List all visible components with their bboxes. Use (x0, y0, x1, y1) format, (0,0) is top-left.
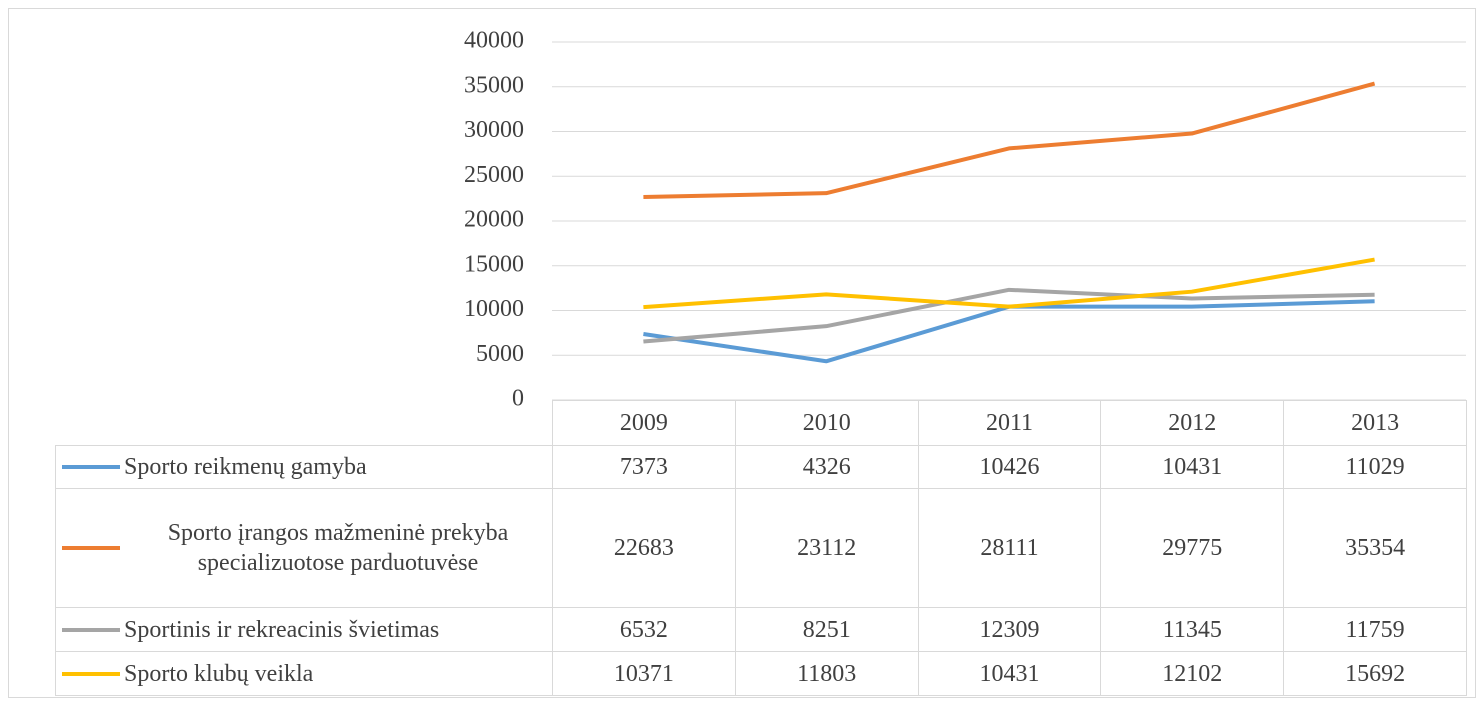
cell-text: 12102 (1162, 660, 1223, 687)
series-line (643, 257, 1375, 310)
cell-text: 2011 (985, 410, 1034, 436)
cell-text: 15692 (1345, 660, 1406, 687)
cell-text: 2013 (1351, 410, 1400, 436)
series-line (643, 287, 1375, 344)
value-cell: 11029 (1283, 445, 1467, 489)
cell-text: 6532 (619, 616, 668, 643)
y-tick-label: 0 (512, 386, 524, 412)
value-cell: 35354 (1283, 488, 1467, 608)
legend-label: Sporto klubų veikla (124, 660, 314, 687)
legend-cell: Sportinis ir rekreacinis švietimas (55, 607, 553, 652)
value-cell: 11759 (1283, 607, 1467, 652)
y-tick-label: 10000 (464, 296, 524, 322)
cell-text: 10431 (1162, 454, 1223, 480)
header-cell: 2012 (1100, 400, 1285, 446)
value-cell: 28111 (917, 488, 1102, 608)
value-cell: 12309 (917, 607, 1102, 652)
legend-label: Sportinis ir rekreacinis švietimas (124, 616, 440, 643)
header-cell: 2011 (917, 400, 1102, 446)
legend-cell: Sporto reikmenų gamyba (55, 445, 553, 489)
legend-key (62, 627, 120, 632)
y-tick-label: 40000 (464, 28, 524, 54)
legend-label: Sporto reikmenų gamyba (124, 454, 367, 480)
cell-text: 2009 (619, 410, 668, 436)
y-tick-label: 5000 (476, 341, 524, 367)
cell-text: 10371 (613, 660, 674, 687)
value-cell: 11803 (734, 651, 919, 696)
value-cell: 23112 (734, 488, 919, 608)
header-cell: 2013 (1283, 400, 1467, 446)
value-cell: 22683 (552, 488, 736, 608)
value-cell: 10371 (552, 651, 736, 696)
cell-text: 11759 (1345, 616, 1405, 643)
legend-key (62, 465, 120, 469)
cell-text: 12309 (979, 616, 1040, 643)
cell-text: 28111 (980, 535, 1039, 561)
header-cell: 2009 (552, 400, 736, 446)
legend-key (62, 546, 120, 550)
legend-key (62, 671, 120, 676)
value-cell: 11345 (1100, 607, 1285, 652)
y-tick-label: 30000 (464, 117, 524, 143)
cell-text: 11345 (1162, 616, 1222, 643)
header-cell: 2010 (734, 400, 919, 446)
cell-text: 2012 (1168, 410, 1217, 436)
value-cell: 12102 (1100, 651, 1285, 696)
cell-text: 11029 (1345, 454, 1405, 480)
cell-text: 11803 (797, 660, 857, 687)
value-cell: 10426 (917, 445, 1102, 489)
value-cell: 7373 (552, 445, 736, 489)
cell-text: 10426 (979, 454, 1040, 480)
value-cell: 15692 (1283, 651, 1467, 696)
legend-cell: Sporto įrangos mažmeninė prekyba special… (55, 488, 553, 608)
cell-text: 35354 (1345, 535, 1406, 561)
legend-cell: Sporto klubų veikla (55, 651, 553, 696)
series-line (643, 81, 1376, 199)
y-tick-label: 20000 (464, 207, 524, 233)
cell-text: 4326 (802, 454, 851, 480)
value-cell: 29775 (1100, 488, 1285, 608)
cell-text: 23112 (797, 535, 857, 561)
value-cell: 6532 (552, 607, 736, 652)
cell-text: 10431 (979, 660, 1040, 687)
value-cell: 4326 (734, 445, 919, 489)
legend-label: Sporto įrangos mažmeninė prekyba special… (167, 520, 509, 576)
frame (8, 8, 1476, 698)
value-cell: 8251 (734, 607, 919, 652)
value-cell: 10431 (1100, 445, 1285, 489)
cell-text: 8251 (802, 616, 851, 643)
cell-text: 7373 (619, 454, 668, 480)
cell-text: 22683 (613, 535, 674, 561)
y-tick-label: 35000 (464, 72, 524, 98)
cell-text: 29775 (1162, 535, 1223, 561)
value-cell: 10431 (917, 651, 1102, 696)
y-tick-label: 15000 (464, 251, 524, 277)
y-tick-label: 25000 (464, 162, 524, 188)
cell-text: 2010 (802, 410, 851, 436)
